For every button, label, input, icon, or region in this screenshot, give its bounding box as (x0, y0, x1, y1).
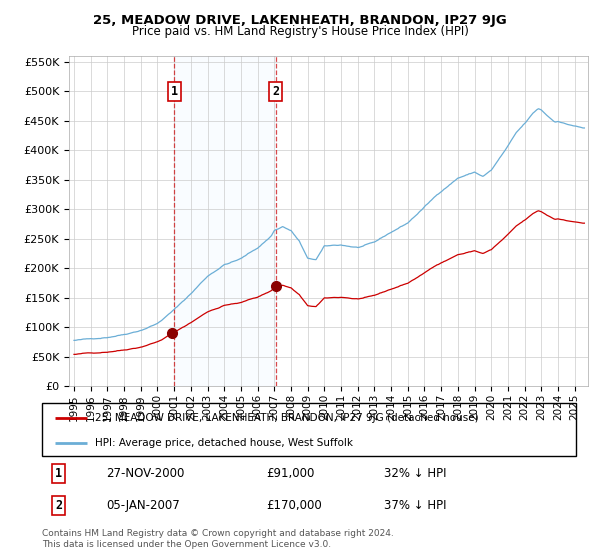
Bar (174, 56, 275, 386)
Text: £170,000: £170,000 (266, 499, 322, 512)
Text: 32% ↓ HPI: 32% ↓ HPI (384, 467, 446, 480)
Text: 1: 1 (55, 467, 62, 480)
Text: £91,000: £91,000 (266, 467, 314, 480)
Text: 2: 2 (55, 499, 62, 512)
Text: HPI: Average price, detached house, West Suffolk: HPI: Average price, detached house, West… (95, 438, 353, 448)
Text: 27-NOV-2000: 27-NOV-2000 (106, 467, 184, 480)
Text: 25, MEADOW DRIVE, LAKENHEATH, BRANDON, IP27 9JG (detached house): 25, MEADOW DRIVE, LAKENHEATH, BRANDON, I… (95, 413, 479, 423)
Text: 2: 2 (272, 85, 279, 98)
Text: 25, MEADOW DRIVE, LAKENHEATH, BRANDON, IP27 9JG: 25, MEADOW DRIVE, LAKENHEATH, BRANDON, I… (93, 14, 507, 27)
Text: 1: 1 (170, 85, 178, 98)
Text: 37% ↓ HPI: 37% ↓ HPI (384, 499, 446, 512)
Text: 05-JAN-2007: 05-JAN-2007 (106, 499, 180, 512)
Text: Price paid vs. HM Land Registry's House Price Index (HPI): Price paid vs. HM Land Registry's House … (131, 25, 469, 38)
Text: Contains HM Land Registry data © Crown copyright and database right 2024.
This d: Contains HM Land Registry data © Crown c… (42, 529, 394, 549)
